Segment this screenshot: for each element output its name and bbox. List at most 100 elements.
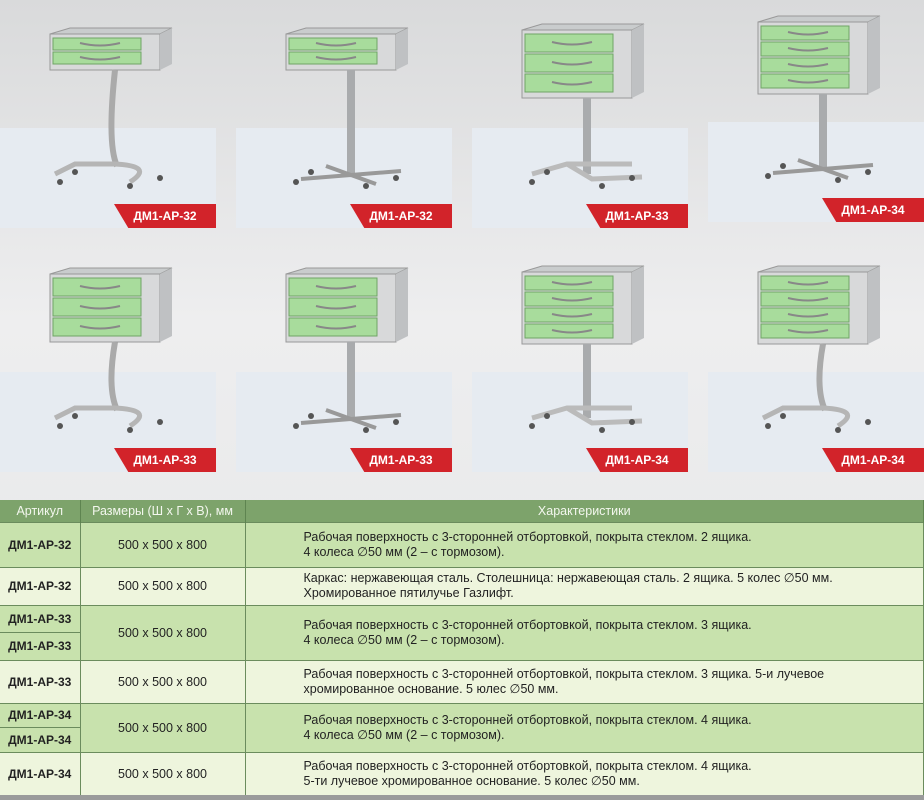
specs-line: хромированное основание. 5 юлес ∅50 мм. — [303, 681, 559, 696]
table-row: ДМ1-АР-34 — [0, 727, 924, 753]
cabinet-illustration — [521, 265, 645, 433]
product-code-tag: ДМ1-АР-34 — [822, 198, 924, 222]
specs-line: 5-ти лучевое хромированное основание. 5 … — [303, 773, 640, 788]
wheel-icon — [57, 423, 63, 429]
article-cell: ДМ1-АР-34 — [0, 702, 81, 728]
product-code-tag: ДМ1-АР-32 — [114, 204, 216, 228]
wheel-icon — [835, 427, 841, 433]
wheel-icon — [308, 169, 314, 175]
product-code-tag: ДМ1-АР-34 — [586, 448, 688, 472]
article-cell: ДМ1-АР-33 — [0, 659, 81, 704]
cabinet-illustration — [757, 15, 881, 183]
wheel-icon — [157, 419, 163, 425]
cabinet-illustration — [285, 267, 409, 433]
specs-cell: Рабочая поверхность с 3-сторонней отборт… — [245, 751, 924, 796]
wheel-icon — [544, 413, 550, 419]
cabinet-illustration — [49, 27, 173, 189]
wheel-icon — [599, 427, 605, 433]
product-code-tag: ДМ1-АР-33 — [114, 448, 216, 472]
product-card: ДМ1-АР-32 — [0, 6, 216, 228]
specs-cell: Рабочая поверхность с 3-сторонней отборт… — [245, 659, 924, 704]
article-cell: ДМ1-АР-33 — [0, 632, 81, 661]
wheel-icon — [629, 419, 635, 425]
spec-table: Артикул Размеры (Ш х Г х В), мм Характер… — [0, 500, 924, 796]
wheel-icon — [127, 183, 133, 189]
product-code-tag: ДМ1-АР-33 — [350, 448, 452, 472]
wheel-icon — [393, 419, 399, 425]
header-specs: Характеристики — [245, 500, 924, 522]
article-cell: ДМ1-АР-34 — [0, 751, 81, 796]
specs-cell: Рабочая поверхность с 3-сторонней отборт… — [245, 604, 924, 661]
table-row: ДМ1-АР-34 500 x 500 x 800 Рабочая поверхно… — [0, 702, 924, 753]
specs-line: Рабочая поверхность с 3-сторонней отборт… — [303, 617, 752, 632]
product-card: ДМ1-АР-34 — [708, 0, 924, 222]
product-card: ДМ1-АР-33 — [236, 250, 452, 472]
specs-line: 4 колеса ∅50 мм (2 – с тормозом). — [303, 727, 505, 742]
cabinet-illustration — [521, 23, 645, 189]
table-row: ДМ1-АР-33 500 x 500 x 800 Рабочая поверхно… — [0, 604, 924, 661]
size-cell: 500 x 500 x 800 — [80, 751, 246, 796]
article-cell: ДМ1-АР-32 — [0, 566, 81, 606]
wheel-icon — [529, 179, 535, 185]
specs-line: 4 колеса ∅50 мм (2 – с тормозом). — [303, 544, 505, 559]
table-row: ДМ1-АР-34 500 x 500 x 800 Рабочая поверхно… — [0, 751, 924, 796]
wheel-icon — [599, 183, 605, 189]
wheel-icon — [393, 175, 399, 181]
wheel-icon — [72, 413, 78, 419]
wheel-icon — [529, 423, 535, 429]
specs-cell: Рабочая поверхность с 3-сторонней отборт… — [245, 702, 924, 753]
size-cell: 500 x 500 x 800 — [80, 702, 246, 753]
header-size: Размеры (Ш х Г х В), мм — [80, 500, 246, 522]
specs-line: Каркас: нержавеющая сталь. Столешница: н… — [303, 571, 833, 585]
table-row: ДМ1-АР-33 — [0, 632, 924, 661]
product-code-tag: ДМ1-АР-32 — [350, 204, 452, 228]
specs-cell: Рабочая поверхность с 3-сторонней отборт… — [245, 521, 924, 568]
specs-line: Хромированное пятилучье Газлифт. — [303, 586, 514, 600]
bottom-bar — [0, 795, 924, 800]
product-card: ДМ1-АР-33 — [0, 250, 216, 472]
specs-line: Рабочая поверхность с 3-сторонней отборт… — [303, 666, 825, 681]
table-row: ДМ1-АР-33 500 x 500 x 800 Рабочая поверхно… — [0, 659, 924, 704]
wheel-icon — [865, 419, 871, 425]
wheel-icon — [363, 427, 369, 433]
wheel-icon — [308, 413, 314, 419]
product-card: ДМ1-АР-34 — [472, 250, 688, 472]
specs-line: Рабочая поверхность с 3-сторонней отборт… — [303, 758, 752, 773]
wheel-icon — [780, 413, 786, 419]
header-article: Артикул — [0, 500, 81, 522]
specs-line: Рабочая поверхность с 3-сторонней отборт… — [303, 529, 752, 544]
product-card: ДМ1-АР-32 — [236, 6, 452, 228]
wheel-icon — [765, 173, 771, 179]
size-cell: 500 x 500 x 800 — [80, 659, 246, 704]
product-code-tag: ДМ1-АР-34 — [822, 448, 924, 472]
wheel-icon — [835, 177, 841, 183]
size-cell: 500 x 500 x 800 — [80, 566, 246, 606]
cabinet-illustration — [49, 267, 173, 433]
product-code-tag: ДМ1-АР-33 — [586, 204, 688, 228]
wheel-icon — [363, 183, 369, 189]
wheel-icon — [157, 175, 163, 181]
table-row: ДМ1-АР-32 500 x 500 x 800 Рабочая поверхно… — [0, 521, 924, 568]
article-cell: ДМ1-АР-34 — [0, 727, 81, 753]
wheel-icon — [865, 169, 871, 175]
wheel-icon — [780, 163, 786, 169]
specs-line: 4 колеса ∅50 мм (2 – с тормозом). — [303, 632, 505, 647]
size-cell: 500 x 500 x 800 — [80, 604, 246, 661]
wheel-icon — [57, 179, 63, 185]
wheel-icon — [544, 169, 550, 175]
product-card: ДМ1-АР-33 — [472, 6, 688, 228]
wheel-icon — [72, 169, 78, 175]
specs-cell: Каркас: нержавеющая сталь. Столешница: н… — [245, 566, 924, 606]
product-card: ДМ1-АР-34 — [708, 250, 924, 472]
wheel-icon — [293, 423, 299, 429]
specs-line: Рабочая поверхность с 3-сторонней отборт… — [303, 712, 752, 727]
wheel-icon — [127, 427, 133, 433]
wheel-icon — [765, 423, 771, 429]
article-cell: ДМ1-АР-33 — [0, 604, 81, 633]
size-cell: 500 x 500 x 800 — [80, 521, 246, 568]
wheel-icon — [293, 179, 299, 185]
cabinet-illustration — [757, 265, 881, 433]
wheel-icon — [629, 175, 635, 181]
table-row: ДМ1-АР-32 500 x 500 x 800 Каркас: нержавею… — [0, 566, 924, 606]
article-cell: ДМ1-АР-32 — [0, 521, 81, 568]
